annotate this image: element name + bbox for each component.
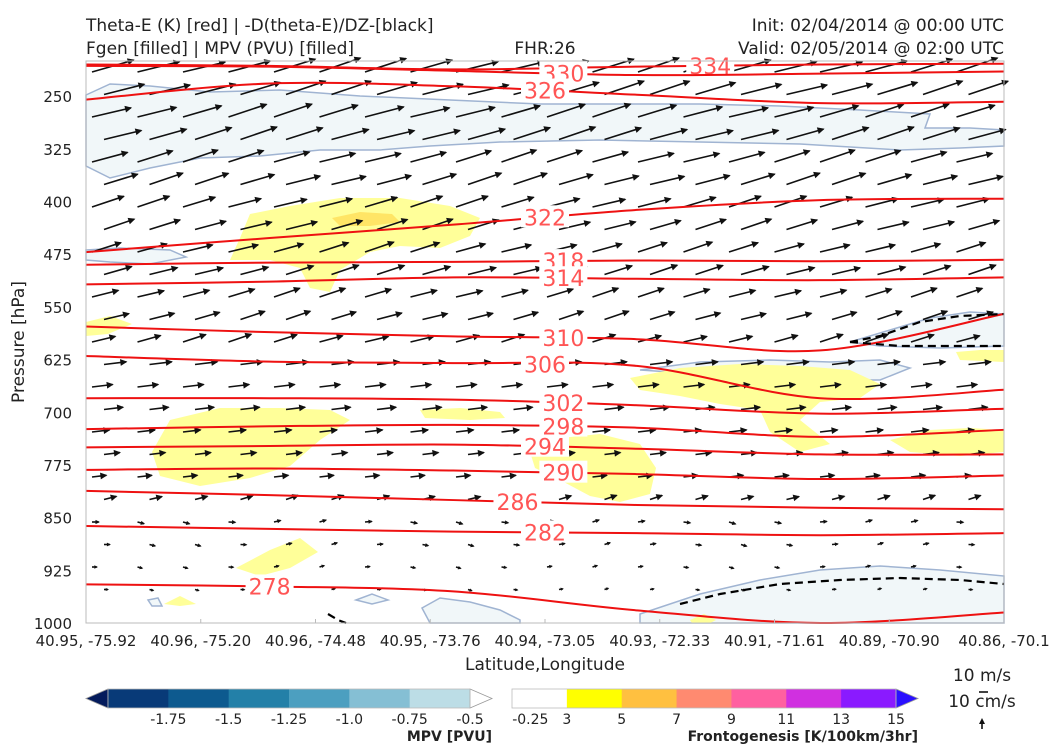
fgen-colorbar-label: Frontogenesis [K/100km/3hr] <box>688 729 918 745</box>
colorbar-tick-label: -1.75 <box>150 712 186 728</box>
wind-vector-head <box>971 589 973 590</box>
contour-label: 290 <box>542 462 584 487</box>
vector-reference-vertical: 10 cm/s <box>948 692 1016 712</box>
contour-label: 314 <box>542 267 584 292</box>
x-tick-label: 40.93, -72.33 <box>609 632 710 650</box>
title-left-2: Fgen [filled] | MPV (PVU) [filled] <box>86 39 354 59</box>
colorbar-tick-label: 9 <box>727 712 736 728</box>
contour-label: 278 <box>249 575 291 600</box>
vector-reference: 10 m/s 10 cm/s <box>948 666 1016 729</box>
x-tick-label: 40.86, -70.1 <box>958 632 1049 650</box>
colorbar-arrow <box>896 689 918 708</box>
x-tick-label: 40.96, -74.48 <box>265 632 366 650</box>
colorbar-tick-label: 15 <box>887 712 905 728</box>
x-tick-label: 40.89, -70.90 <box>839 632 940 650</box>
title-left-1: Theta-E (K) [red] | -D(theta-E)/DZ-[blac… <box>85 16 434 36</box>
y-tick-label: 475 <box>43 246 72 264</box>
fhr-label: FHR:26 <box>514 39 575 59</box>
colorbar-swatch <box>786 689 841 708</box>
mpv-colorbar-label: MPV [PVU] <box>407 729 492 745</box>
contour-label: 302 <box>542 392 584 417</box>
colorbar-swatch <box>731 689 786 708</box>
y-tick-label: 925 <box>43 562 72 580</box>
colorbar-tick-label: 5 <box>617 712 626 728</box>
colorbar-arrow <box>470 689 492 708</box>
wind-vector-head <box>834 589 836 590</box>
mpv-colorbar: -1.75 -1.5 -1.25 -1.0 -0.75 -0.5 -0.25 MPV [PVU… <box>86 689 548 745</box>
colorbar-swatch <box>168 689 229 708</box>
colorbar-tick-label: 11 <box>777 712 795 728</box>
x-tick-label: 40.95, -73.76 <box>380 632 481 650</box>
contour-label: 294 <box>524 436 566 461</box>
y-tick-label: 850 <box>43 510 72 528</box>
x-tick-label: 40.94, -73.05 <box>495 632 596 650</box>
colorbar-swatch <box>512 689 567 708</box>
colorbar-tick-label: -0.25 <box>512 712 548 728</box>
contour-label: 326 <box>524 80 566 105</box>
colorbar-swatch <box>567 689 622 708</box>
colorbar-swatch <box>622 689 677 708</box>
valid-label: Valid: 02/05/2014 @ 02:00 UTC <box>738 39 1004 59</box>
colorbar-swatch <box>841 689 896 708</box>
wind-vector-head <box>561 588 563 589</box>
x-tick-label: 40.96, -75.20 <box>150 632 251 650</box>
y-axis-label: Pressure [hPa] <box>9 281 29 403</box>
colorbar-tick-label: 7 <box>672 712 681 728</box>
wind-vector-head <box>516 589 518 590</box>
y-axis: 250 325 400 475 550 625 700 775 850 925 1000 <box>34 88 72 633</box>
init-label: Init: 02/04/2014 @ 00:00 UTC <box>752 16 1004 36</box>
colorbar-swatch <box>289 689 350 708</box>
wind-vector-head <box>1002 81 1008 86</box>
y-tick-label: 775 <box>43 457 72 475</box>
y-tick-label: 250 <box>43 88 72 106</box>
colorbar-tick-label: 13 <box>832 712 850 728</box>
contour-label: 334 <box>689 55 731 80</box>
wind-vector-head <box>652 588 654 589</box>
colorbar-tick-label: 3 <box>562 712 571 728</box>
wind-vector-head <box>698 589 700 590</box>
y-tick-label: 625 <box>43 352 72 370</box>
y-tick-label: 550 <box>43 299 72 317</box>
contour-label: 306 <box>524 353 566 378</box>
vector-reference-horizontal: 10 m/s <box>953 666 1011 686</box>
x-tick-label: 40.91, -71.61 <box>724 632 825 650</box>
contour-label: 282 <box>524 521 566 546</box>
colorbar-tick-label: -1.5 <box>215 712 242 728</box>
colorbar-tick-label: -0.5 <box>456 712 483 728</box>
y-tick-label: 1000 <box>34 615 72 633</box>
wind-vector-head <box>106 589 108 590</box>
y-tick-label: 700 <box>43 404 72 422</box>
reference-arrow-vertical-head <box>979 718 985 724</box>
contour-label: 310 <box>542 327 584 352</box>
wind-vector-head <box>95 566 97 568</box>
x-tick-label: 40.95, -75.92 <box>36 632 137 650</box>
colorbar-tick-label: -1.0 <box>336 712 363 728</box>
colorbar-swatch <box>677 689 732 708</box>
contour-label: 286 <box>496 491 538 516</box>
x-axis-label: Latitude,Longitude <box>465 655 625 675</box>
y-tick-label: 400 <box>43 194 72 212</box>
colorbar-tick-label: -0.75 <box>392 712 428 728</box>
y-tick-label: 325 <box>43 141 72 159</box>
wind-vector-head <box>243 589 245 590</box>
contour-label: 322 <box>524 206 566 231</box>
plot-area: 3343303263223183143103063022982942902862… <box>86 54 1008 623</box>
colorbar-swatch <box>410 689 471 708</box>
colorbar-swatch <box>229 689 290 708</box>
colorbar-swatch <box>349 689 410 708</box>
colorbar-swatch <box>108 689 169 708</box>
colorbar-tick-label: -1.25 <box>271 712 307 728</box>
colorbar-arrow <box>86 689 108 708</box>
